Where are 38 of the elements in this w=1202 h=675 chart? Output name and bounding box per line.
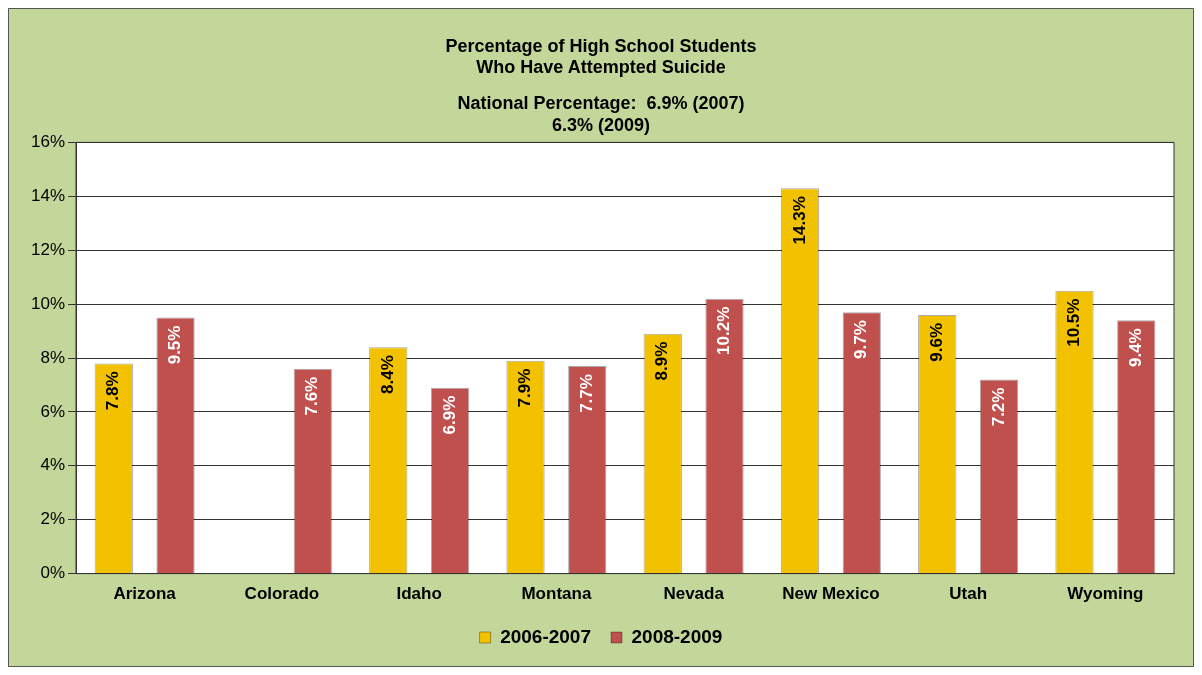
data-label: 7.2% [988,387,1008,427]
y-tick-label: 12% [30,239,66,259]
text: Who Have Attempted Suicide [476,57,726,78]
y-tick-label: 16% [30,132,66,152]
y-tick-label: 6% [40,401,66,421]
x-tick-label: Utah [949,584,988,604]
data-label: 7.7% [576,374,596,413]
y-tick-label: 14% [30,185,66,205]
data-label: 9.5% [165,325,185,365]
legend-label: 2008-2009 [631,625,723,647]
y-tick-label: 8% [40,347,66,367]
x-tick-label: Wyoming [1067,584,1144,604]
y-tick-label: 10% [30,293,66,313]
data-label: 6.9% [439,395,459,435]
x-tick-label: Montana [521,584,592,604]
x-tick-label: Arizona [113,584,177,604]
legend-label: 2006-2007 [500,625,592,647]
y-tick-label: 2% [40,509,66,529]
data-label: 10.5% [1064,298,1084,347]
text: Percentage of High School Students [445,35,757,56]
data-label: 7.8% [103,371,123,411]
text: National Percentage: 6.9% (2007) [457,92,745,113]
data-label: 10.2% [714,306,734,355]
data-label: 14.3% [789,196,809,245]
y-tick-label: 4% [40,455,66,475]
x-tick-label: Idaho [396,584,442,604]
x-tick-label: New Mexico [782,584,880,604]
data-label: 7.9% [515,368,535,408]
data-label: 8.4% [377,355,397,394]
text: 6.3% (2009) [551,114,651,135]
data-label: 8.9% [652,341,672,381]
data-label: 9.6% [926,322,946,362]
data-label: 9.4% [1125,328,1145,368]
x-tick-label: Colorado [244,584,320,604]
y-tick-label: 0% [40,563,66,583]
data-label: 9.7% [851,320,871,359]
data-label: 7.6% [302,376,322,416]
x-tick-label: Nevada [663,584,725,604]
